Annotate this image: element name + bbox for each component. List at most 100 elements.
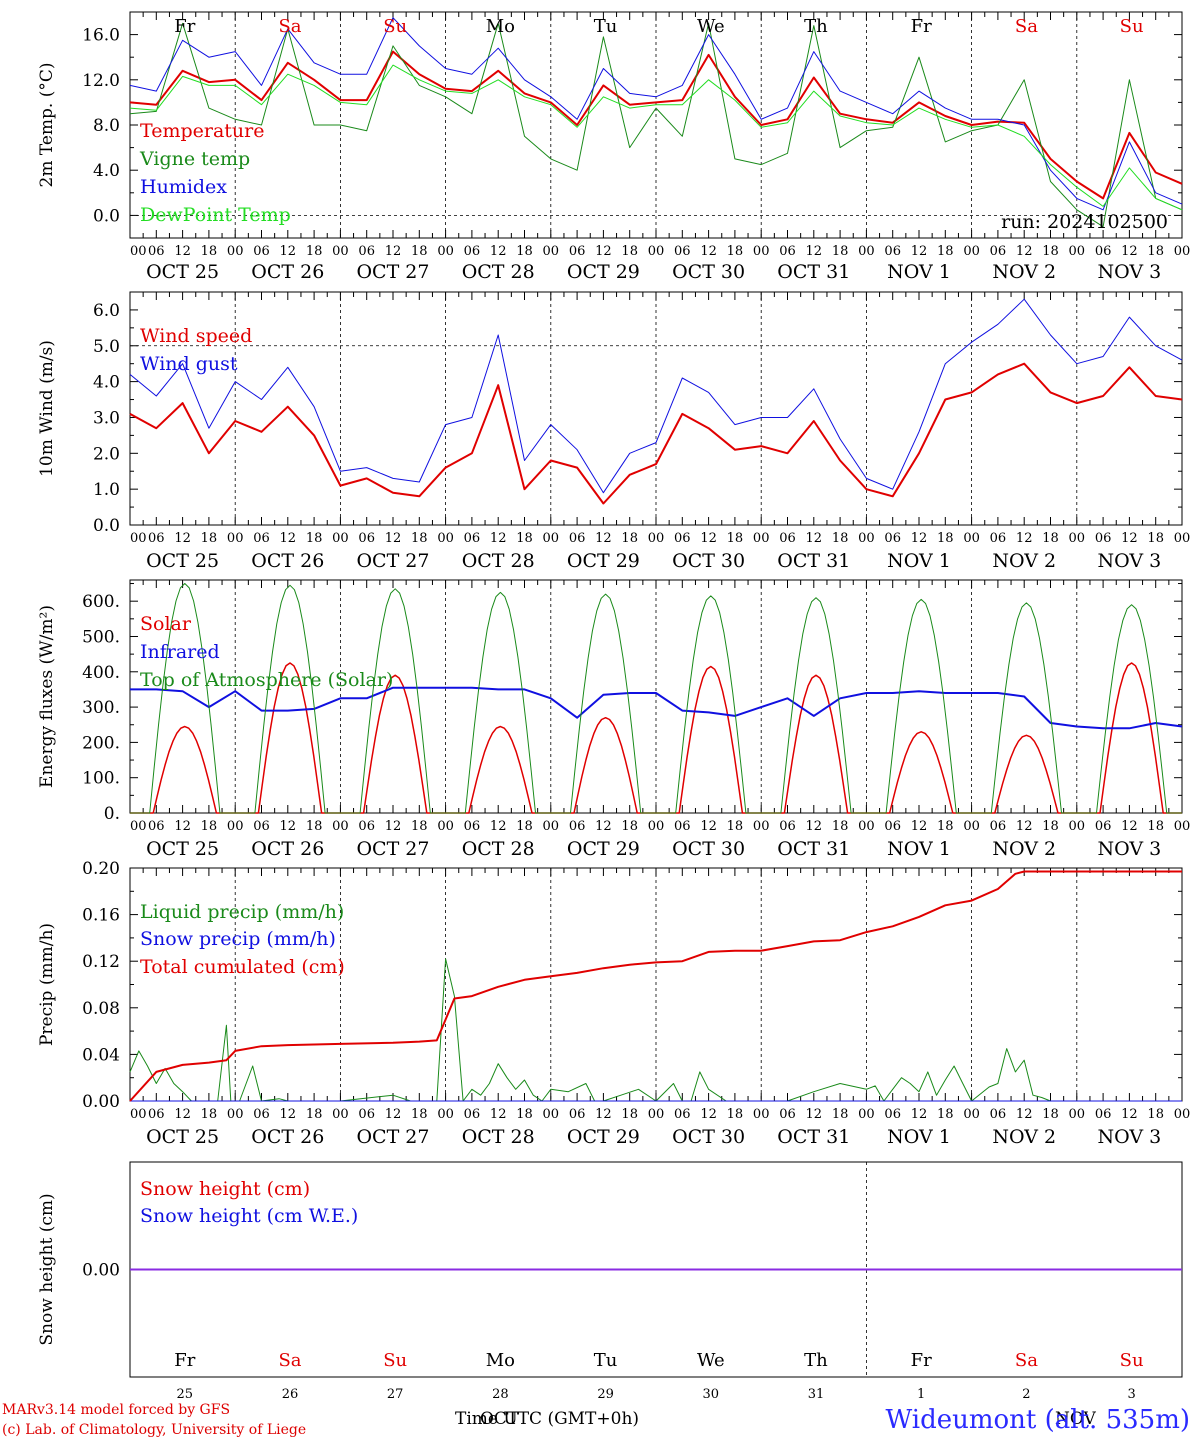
y-tick-label: 4.0 (93, 161, 120, 181)
x-tick-label: 00 (858, 531, 875, 546)
x-tick-label: 18 (411, 819, 428, 834)
x-tick-label: 06 (148, 819, 165, 834)
x-tick-label: 12 (490, 244, 507, 259)
x-tick-label: 18 (411, 244, 428, 259)
date-label: OCT 27 (356, 550, 429, 572)
legend-entry: Temperature (140, 120, 264, 142)
x-tick-label: 18 (727, 531, 744, 546)
x-tick-label: 06 (674, 1107, 691, 1122)
y-tick-label: 6.0 (93, 301, 120, 321)
x-tick-label: 18 (1042, 1107, 1059, 1122)
day-number-label: 1 (917, 1387, 925, 1402)
x-tick-label: 00 (1069, 244, 1086, 259)
x-tick-label: 12 (911, 1107, 928, 1122)
date-label: OCT 25 (146, 1126, 219, 1148)
panel-energy: 00 06 12 18 00 06 12 18 00 06 12 18 00 06 12 18 00 06 12 18… (37, 579, 1190, 860)
x-tick-label: 06 (1095, 1107, 1112, 1122)
y-tick-label: 500. (82, 627, 120, 647)
x-tick-label: 06 (1095, 819, 1112, 834)
weekday-label: Fr (174, 16, 195, 37)
date-label: OCT 29 (567, 1126, 640, 1148)
x-tick-label: 12 (700, 1107, 717, 1122)
date-label: OCT 30 (672, 838, 745, 860)
x-tick-label: 12 (385, 1107, 402, 1122)
x-tick-label: 12 (1121, 531, 1138, 546)
time-axis-oct: OCT (480, 1409, 519, 1429)
footer-model: MARv3.14 model forced by GFS (2, 1402, 230, 1418)
x-tick-label: 06 (464, 244, 481, 259)
x-tick-label: 00 (227, 244, 244, 259)
x-tick-label: 18 (306, 244, 323, 259)
weekday-label: Th (804, 16, 828, 37)
x-tick-label: 18 (201, 1107, 218, 1122)
weekday-label: Tu (594, 16, 618, 37)
x-tick-label: 06 (1095, 244, 1112, 259)
x-tick-label: 00 (130, 244, 147, 259)
date-label: OCT 27 (356, 1126, 429, 1148)
x-tick-label: 18 (411, 531, 428, 546)
x-tick-label: 06 (990, 819, 1007, 834)
series-humidex (129, 17, 1183, 211)
x-tick-label: 12 (385, 531, 402, 546)
weekday-label: Su (383, 16, 407, 37)
date-label: NOV 1 (887, 838, 951, 860)
y-tick-label: 5.0 (93, 337, 120, 357)
x-tick-label: 18 (516, 531, 533, 546)
legend-entry: Top of Atmosphere (Solar) (140, 669, 393, 691)
x-tick-label: 00 (963, 244, 980, 259)
x-tick-label: 18 (727, 819, 744, 834)
x-tick-label: 12 (700, 819, 717, 834)
legend-entry: Liquid precip (mm/h) (140, 901, 344, 923)
x-tick-label: 06 (358, 819, 375, 834)
date-label: OCT 25 (146, 550, 219, 572)
x-tick-label: 12 (1121, 244, 1138, 259)
x-tick-label: 00 (1174, 1107, 1191, 1122)
x-tick-label: 18 (1147, 531, 1164, 546)
y-tick-label: 600. (82, 592, 120, 612)
x-tick-label: 06 (464, 1107, 481, 1122)
date-label: NOV 1 (887, 261, 951, 283)
x-tick-label: 18 (937, 244, 954, 259)
date-label: OCT 31 (777, 550, 850, 572)
x-tick-label: 00 (858, 244, 875, 259)
x-tick-label: 00 (648, 1107, 665, 1122)
series-top-of-atmosphere-solar (130, 583, 1182, 814)
x-tick-label: 06 (884, 244, 901, 259)
y-axis-label: 2m Temp. (°C) (37, 62, 57, 187)
date-label: NOV 2 (992, 261, 1056, 283)
day-number-label: 25 (177, 1387, 194, 1402)
x-tick-label: 06 (990, 531, 1007, 546)
x-tick-label: 06 (253, 1107, 270, 1122)
x-tick-label: 00 (1174, 244, 1191, 259)
y-tick-label: 0.12 (82, 952, 120, 972)
y-tick-label: 16.0 (82, 26, 120, 46)
x-tick-label: 00 (227, 1107, 244, 1122)
x-tick-label: 18 (516, 1107, 533, 1122)
y-tick-label: 0.08 (82, 999, 120, 1019)
x-tick-label: 00 (1069, 531, 1086, 546)
x-tick-label: 12 (174, 244, 191, 259)
x-tick-label: 18 (1147, 244, 1164, 259)
x-tick-label: 00 (437, 244, 454, 259)
x-tick-label: 06 (464, 531, 481, 546)
date-label: OCT 28 (462, 550, 535, 572)
footer-lab: (c) Lab. of Climatology, University of L… (2, 1422, 306, 1438)
x-tick-label: 00 (753, 244, 770, 259)
date-label: OCT 26 (251, 838, 324, 860)
x-tick-label: 00 (648, 531, 665, 546)
x-tick-label: 12 (1016, 531, 1033, 546)
legend-entry: DewPoint Temp (140, 204, 291, 226)
x-tick-label: 18 (937, 1107, 954, 1122)
x-tick-label: 12 (1016, 819, 1033, 834)
date-label: OCT 26 (251, 261, 324, 283)
x-tick-label: 06 (884, 1107, 901, 1122)
x-tick-label: 06 (358, 244, 375, 259)
weekday-label: Mo (486, 1350, 515, 1371)
y-tick-label: 0.0 (93, 516, 120, 536)
x-tick-label: 12 (490, 531, 507, 546)
legend-entry: Humidex (140, 176, 227, 198)
x-tick-label: 00 (332, 819, 349, 834)
x-tick-label: 18 (516, 244, 533, 259)
x-tick-label: 12 (911, 244, 928, 259)
x-tick-label: 18 (201, 244, 218, 259)
